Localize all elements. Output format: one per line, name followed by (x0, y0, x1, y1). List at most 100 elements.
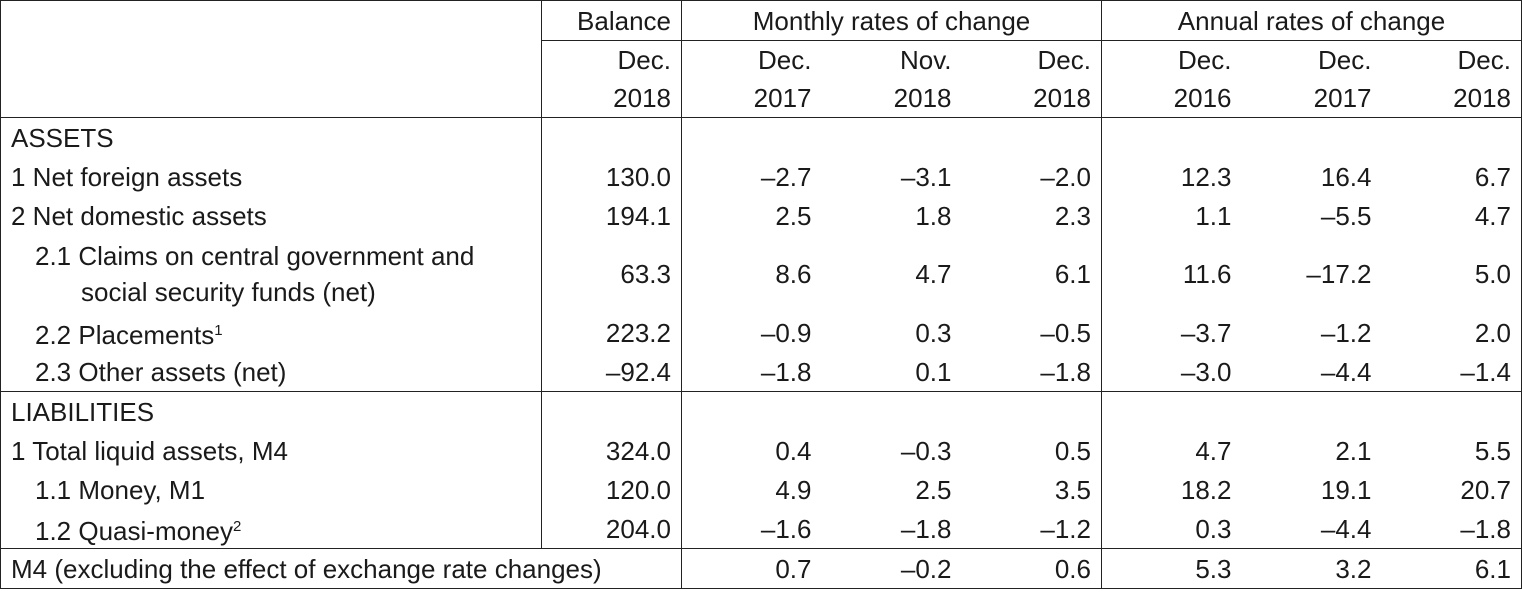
cell-value: 12.3 (1101, 157, 1242, 196)
cell-value: 5.0 (1381, 235, 1522, 313)
row-label: 2.1 Claims on central government and soc… (0, 235, 542, 313)
section-row-liabilities: LIABILITIES (0, 391, 1522, 431)
cell-value: 3.2 (1241, 548, 1382, 589)
cell-value: –2.0 (1040, 161, 1091, 192)
header-col-year: 2016 (1101, 79, 1242, 118)
row-label: 2.2 Placements1 (0, 313, 542, 352)
footnote-marker: 1 (214, 321, 223, 339)
header-col-year: 2018 (821, 79, 962, 118)
cell-value: –0.5 (1040, 317, 1091, 348)
table-row: 2.2 Placements1 223.2 –0.9 0.3 –0.5 –3.7… (0, 313, 1522, 352)
header-annual: Annual rates of change (1101, 0, 1522, 41)
header-col-month: Dec. (681, 40, 822, 79)
cell-value: 11.6 (1101, 235, 1242, 313)
cell-value: 6.1 (1381, 548, 1522, 589)
cell-value: 194.1 (541, 196, 682, 235)
cell-value: 1.8 (915, 200, 952, 231)
cell-value: 2.5 (915, 474, 952, 505)
table-row: 1 Total liquid assets, M4 324.0 0.4 –0.3… (0, 431, 1522, 470)
cell-value: –3.1 (900, 161, 952, 192)
header-col-month: Dec. (1037, 45, 1091, 75)
cell-value: –1.2 (961, 509, 1102, 549)
cell-value: 8.6 (681, 235, 822, 313)
cell-value: 4.7 (1381, 196, 1522, 235)
cell-value: 324.0 (541, 431, 682, 470)
cell-value: 6.1 (1054, 259, 1091, 289)
cell-value: –2.7 (681, 157, 822, 196)
cell-value: 1.1 (1101, 196, 1242, 235)
header-row-3: 2018 2017 2018 2018 2016 2017 2018 (1, 79, 1522, 118)
header-blank (0, 0, 542, 118)
header-col-month: Dec. (1101, 40, 1242, 79)
cell-value: –5.5 (1320, 200, 1372, 231)
cell-value: –1.4 (1381, 352, 1522, 392)
cell-value: 6.7 (1381, 157, 1522, 196)
table-row: 2.1 Claims on central government and soc… (0, 235, 1522, 313)
cell-value: 0.5 (1054, 435, 1091, 466)
table-row: 1 Net foreign assets 130.0 –2.7 –3.1 –2.… (0, 157, 1522, 196)
cell-value: 2.0 (1381, 313, 1522, 352)
header-col-month: Dec. (1318, 45, 1372, 75)
header-col-year: 2018 (961, 79, 1102, 118)
cell-value: –92.4 (541, 352, 682, 392)
header-balance: Balance (541, 0, 682, 41)
table-row-m4-excluding-fx: M4 (excluding the effect of exchange rat… (0, 548, 1522, 589)
cell-value: 2.5 (681, 196, 822, 235)
cell-value: 0.6 (961, 548, 1102, 589)
cell-value: 0.1 (821, 352, 962, 392)
row-label: 1.2 Quasi-money2 (0, 509, 542, 549)
row-label-text: 1.2 Quasi-money (35, 515, 233, 546)
row-label: 1 Total liquid assets, M4 (0, 431, 542, 470)
cell-value: 223.2 (541, 313, 682, 352)
header-col-year: 2018 (1381, 79, 1522, 118)
cell-value: –3.0 (1101, 352, 1242, 392)
row-label-line1: 2.1 Claims on central government and (35, 241, 475, 271)
cell-value: –17.2 (1306, 259, 1372, 289)
footnote-marker: 2 (232, 517, 242, 535)
cell-value: 130.0 (541, 157, 682, 196)
row-label-text: 2.2 Placements (35, 319, 215, 350)
section-label-liabilities: LIABILITIES (0, 391, 542, 431)
cell-value: –1.8 (681, 352, 822, 392)
row-label: 1.1 Money, M1 (0, 470, 542, 509)
cell-value: 0.3 (1101, 509, 1242, 549)
cell-value: 2.1 (1335, 435, 1372, 466)
cell-value: 4.7 (915, 259, 952, 289)
cell-value: 120.0 (541, 470, 682, 509)
cell-value: –1.8 (1381, 509, 1522, 549)
header-row-1: Balance Monthly rates of change Annual r… (0, 0, 1522, 118)
cell-value: 2.3 (1054, 200, 1091, 231)
cell-value: –1.8 (961, 352, 1102, 392)
cell-value: –0.3 (900, 435, 952, 466)
cell-value: 0.3 (915, 317, 952, 348)
cell-value: 16.4 (1320, 161, 1372, 192)
cell-value: 20.7 (1381, 470, 1522, 509)
cell-value: 5.3 (1101, 548, 1242, 589)
cell-value: 0.7 (681, 548, 822, 589)
cell-value: –4.4 (1241, 509, 1382, 549)
header-monthly: Monthly rates of change (681, 0, 1102, 41)
header-col-month: Dec. (541, 40, 682, 79)
cell-value: –1.6 (681, 509, 822, 549)
header-col-month: Dec. (1381, 40, 1522, 79)
header-col-year: 2017 (681, 79, 822, 118)
cell-value: –1.2 (1320, 317, 1372, 348)
row-label: M4 (excluding the effect of exchange rat… (0, 548, 682, 589)
cell-value: 19.1 (1320, 474, 1372, 505)
cell-value: –3.7 (1101, 313, 1242, 352)
table-row: 1.1 Money, M1 120.0 4.9 2.5 3.5 18.2 19.… (0, 470, 1522, 509)
header-row-2: Dec. Dec. Nov. Dec. Dec. Dec. Dec. (1, 40, 1522, 79)
section-label-assets: ASSETS (0, 117, 542, 157)
table-row: 2 Net domestic assets 194.1 2.5 1.8 2.3 … (0, 196, 1522, 235)
cell-value: –0.9 (681, 313, 822, 352)
cell-value: 63.3 (541, 235, 682, 313)
cell-value: 5.5 (1381, 431, 1522, 470)
row-label: 2 Net domestic assets (0, 196, 542, 235)
row-label: 1 Net foreign assets (0, 157, 542, 196)
cell-value: 4.9 (681, 470, 822, 509)
cell-value: 18.2 (1101, 470, 1242, 509)
cell-value: 0.4 (681, 431, 822, 470)
cell-value: 204.0 (541, 509, 682, 549)
header-col-year: 2018 (541, 79, 682, 118)
